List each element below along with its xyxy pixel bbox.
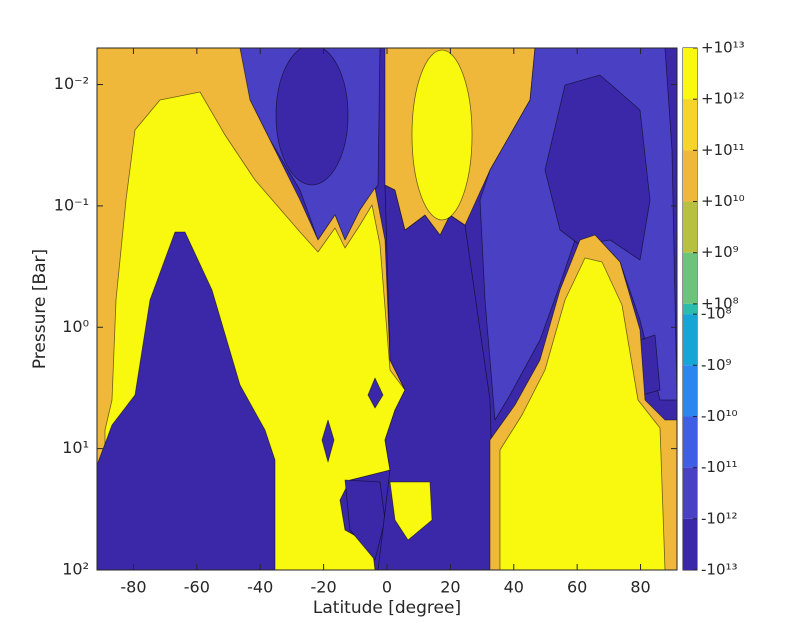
- y-tick-label: 10²: [62, 560, 89, 579]
- colorbar-tick-label: -10⁹: [701, 356, 732, 374]
- colorbar-band: [683, 99, 697, 151]
- x-tick-label: -60: [184, 578, 210, 597]
- colorbar-band: [683, 365, 697, 417]
- y-tick-label: 10⁻¹: [54, 195, 89, 214]
- colorbar-band: [683, 303, 697, 315]
- colorbar-tick-label: +10¹²: [701, 90, 745, 108]
- colorbar-band: [683, 48, 697, 100]
- x-tick-label: 40: [504, 578, 524, 597]
- x-tick-label: -40: [247, 578, 273, 597]
- y-tick-label: 10¹: [62, 438, 89, 457]
- contour-region: [411, 49, 473, 221]
- colorbar-tick-label: +10¹³: [701, 39, 745, 57]
- x-tick-label: 60: [567, 578, 587, 597]
- colorbar-tick-label: +10¹¹: [701, 141, 745, 159]
- x-tick-label: 0: [382, 578, 392, 597]
- colorbar-band: [683, 201, 697, 253]
- colorbar-tick-label: -10¹³: [701, 561, 738, 579]
- y-tick-label: 10⁰: [62, 317, 89, 336]
- contour-plot: [97, 48, 677, 570]
- x-tick-label: -80: [120, 578, 146, 597]
- colorbar-band: [683, 150, 697, 202]
- colorbar-tick-label: -10¹⁰: [701, 407, 738, 425]
- colorbar-tick-label: -10¹¹: [701, 458, 738, 476]
- colorbar-tick-label: +10⁸: [701, 294, 739, 312]
- colorbar-tick-label: -10¹²: [701, 509, 738, 527]
- contour-region: [275, 48, 349, 186]
- y-axis-label: Pressure [Bar]: [30, 249, 50, 369]
- colorbar-tick-label: -10⁸: [701, 305, 732, 323]
- x-tick-label: 80: [630, 578, 650, 597]
- colorbar-band: [683, 467, 697, 519]
- y-tick-label: 10⁻²: [54, 74, 89, 93]
- x-tick-label: 20: [440, 578, 460, 597]
- contour-region: [367, 377, 384, 409]
- contour-region: [344, 479, 386, 561]
- x-axis-label: Latitude [degree]: [313, 598, 461, 618]
- colorbar-tick-label: +10⁹: [701, 243, 739, 261]
- colorbar-band: [683, 416, 697, 468]
- colorbar-band: [683, 314, 697, 366]
- contour-region: [97, 231, 276, 570]
- contour-region: [544, 74, 651, 261]
- contour-region: [321, 419, 335, 463]
- contour-region: [389, 481, 433, 541]
- colorbar-tick-label: +10¹⁰: [701, 192, 745, 210]
- x-tick-label: -20: [311, 578, 337, 597]
- colorbar-band: [683, 518, 697, 570]
- contour-region: [499, 257, 666, 570]
- colorbar-band: [683, 252, 697, 304]
